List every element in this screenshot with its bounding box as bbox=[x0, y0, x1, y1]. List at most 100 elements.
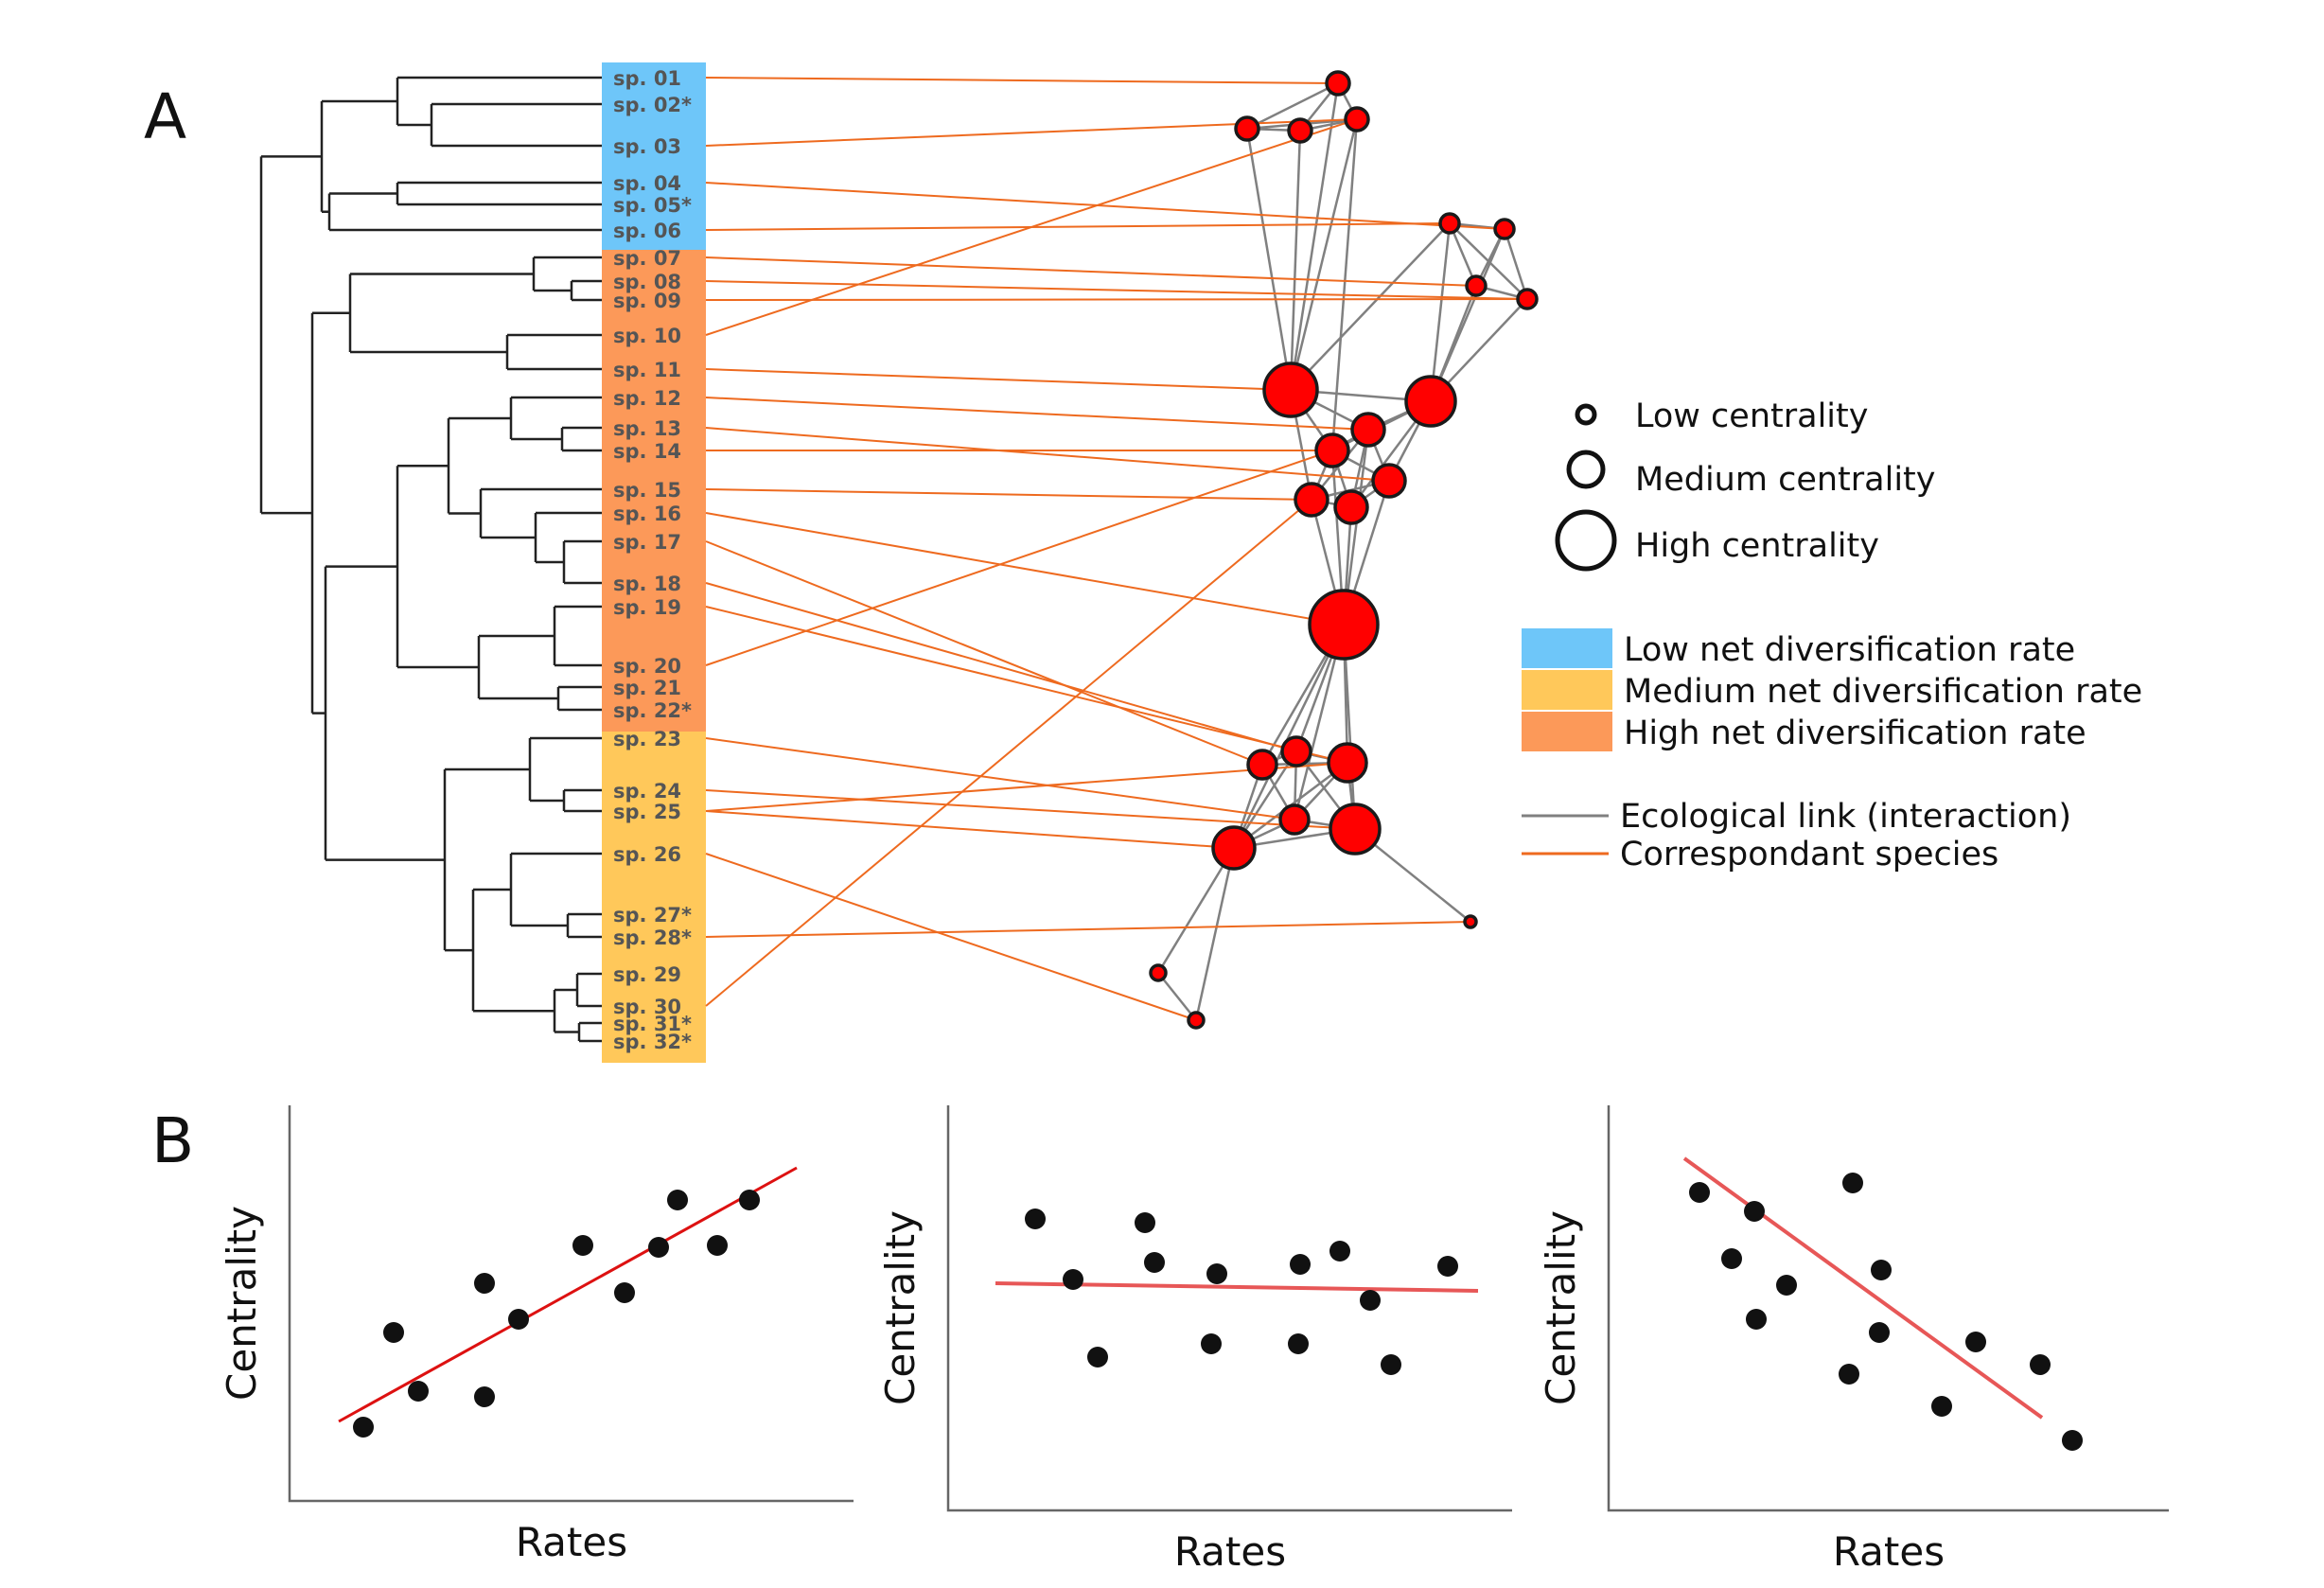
network-node bbox=[1493, 218, 1516, 240]
network-node bbox=[1463, 914, 1478, 929]
plot-axes bbox=[1607, 1105, 2169, 1512]
panel-letter-b: B bbox=[151, 1104, 194, 1177]
scatter-point bbox=[1871, 1260, 1892, 1280]
legend-rates: Low net diversification rate Medium net … bbox=[1522, 628, 2142, 752]
scatter-point bbox=[1869, 1322, 1890, 1343]
species-label: sp. 08 bbox=[613, 271, 681, 293]
species-label: sp. 13 bbox=[613, 417, 681, 440]
species-label: sp. 30 bbox=[613, 996, 681, 1018]
network-node bbox=[1333, 489, 1369, 525]
scatter-plot-1: Centrality Rates bbox=[219, 1105, 854, 1565]
ecological-link bbox=[1156, 847, 1236, 974]
interaction-network bbox=[1149, 70, 1539, 1030]
x-axis-label: Rates bbox=[516, 1519, 627, 1565]
species-label: sp. 04 bbox=[613, 172, 681, 195]
scatter-point bbox=[1087, 1347, 1108, 1367]
legend-high-rate-label: High net diversification rate bbox=[1624, 715, 2086, 752]
y-axis-label: Centrality bbox=[877, 1210, 924, 1405]
ecological-link bbox=[1232, 624, 1346, 849]
correspondence-line bbox=[705, 488, 1312, 501]
scatter-point bbox=[408, 1381, 429, 1402]
ecological-link bbox=[1449, 222, 1528, 300]
correspondence-line bbox=[705, 499, 1312, 1007]
bar-segment-low bbox=[602, 62, 706, 250]
ecological-link bbox=[1429, 222, 1452, 402]
species-label: sp. 07 bbox=[613, 247, 681, 270]
ecological-link bbox=[1290, 222, 1451, 391]
scatter-plot-2: Centrality Rates bbox=[877, 1105, 1512, 1575]
scatter-point bbox=[1290, 1254, 1311, 1275]
species-label: sp. 17 bbox=[613, 531, 681, 554]
scatter-point bbox=[1360, 1290, 1381, 1311]
scatter-point bbox=[614, 1282, 635, 1303]
ecological-link bbox=[1289, 82, 1340, 391]
network-node bbox=[1344, 106, 1370, 132]
scatter-point bbox=[1931, 1396, 1952, 1417]
species-label: sp. 10 bbox=[613, 325, 681, 347]
panel-letter-a: A bbox=[144, 80, 186, 153]
network-node bbox=[1465, 274, 1488, 297]
network-node bbox=[1294, 482, 1329, 518]
scatter-point bbox=[1689, 1182, 1710, 1203]
species-label: sp. 20 bbox=[613, 655, 681, 678]
network-node bbox=[1280, 735, 1312, 768]
species-label: sp. 06 bbox=[613, 220, 681, 242]
bar-segment-high bbox=[602, 250, 706, 732]
scatter-point bbox=[1965, 1332, 1986, 1352]
species-label: sp. 28* bbox=[613, 926, 692, 949]
scatter-point bbox=[1144, 1252, 1165, 1273]
network-node bbox=[1211, 825, 1257, 871]
ecological-link bbox=[1289, 118, 1359, 391]
species-label: sp. 24 bbox=[613, 780, 681, 803]
scatter-point bbox=[667, 1190, 688, 1210]
scatter-point bbox=[1839, 1364, 1859, 1385]
legend-low-rate-swatch bbox=[1522, 628, 1612, 668]
correspondence-line bbox=[705, 762, 1348, 812]
network-node bbox=[1438, 212, 1461, 235]
ecological-link bbox=[1429, 228, 1506, 402]
species-label: sp. 05* bbox=[613, 194, 692, 217]
network-node bbox=[1350, 412, 1386, 448]
species-color-bar bbox=[602, 62, 706, 1063]
correspondence-line bbox=[705, 118, 1358, 336]
network-node bbox=[1187, 1011, 1206, 1030]
scatter-point bbox=[1025, 1209, 1046, 1229]
scatter-point bbox=[1288, 1333, 1309, 1354]
scatter-point bbox=[2062, 1430, 2083, 1451]
scatter-point bbox=[474, 1386, 495, 1407]
correspondence-line bbox=[705, 182, 1505, 230]
scatter-point bbox=[707, 1235, 728, 1256]
legend-lines: Ecological link (interaction) Correspond… bbox=[1522, 798, 2071, 873]
scatter-point bbox=[1776, 1275, 1797, 1296]
legend-high-centrality-circle bbox=[1555, 509, 1617, 572]
correspondence-line bbox=[705, 540, 1263, 766]
correspondence-line bbox=[705, 789, 1356, 830]
species-label: sp. 23 bbox=[613, 728, 681, 750]
network-node bbox=[1308, 589, 1380, 661]
scatter-point bbox=[1437, 1256, 1458, 1277]
scatter-point bbox=[1135, 1212, 1155, 1233]
legend-ecological-link-label: Ecological link (interaction) bbox=[1620, 798, 2071, 836]
network-node bbox=[1262, 362, 1319, 418]
species-label: sp. 02* bbox=[613, 94, 692, 116]
correspondence-line bbox=[705, 810, 1235, 849]
legend-correspondant-species-label: Correspondant species bbox=[1620, 836, 1998, 873]
correspondence-line bbox=[705, 853, 1197, 1021]
correspondence-line bbox=[705, 280, 1528, 300]
correspondence-line bbox=[705, 450, 1333, 666]
scatter-point bbox=[1329, 1241, 1350, 1262]
network-node bbox=[1149, 963, 1168, 982]
species-label: sp. 09 bbox=[613, 290, 681, 312]
ecological-link bbox=[1289, 130, 1302, 391]
plot-axes bbox=[288, 1105, 854, 1503]
legend-medium-centrality-circle bbox=[1566, 450, 1606, 489]
correspondence-line bbox=[705, 427, 1390, 482]
scatter-point bbox=[508, 1309, 529, 1330]
phylogenetic-tree bbox=[259, 76, 602, 1043]
ecological-link bbox=[1157, 972, 1197, 1021]
species-label: sp. 01 bbox=[613, 67, 681, 90]
species-label: sp. 19 bbox=[613, 596, 681, 619]
ecological-link bbox=[1448, 222, 1478, 287]
network-node bbox=[1371, 463, 1407, 499]
